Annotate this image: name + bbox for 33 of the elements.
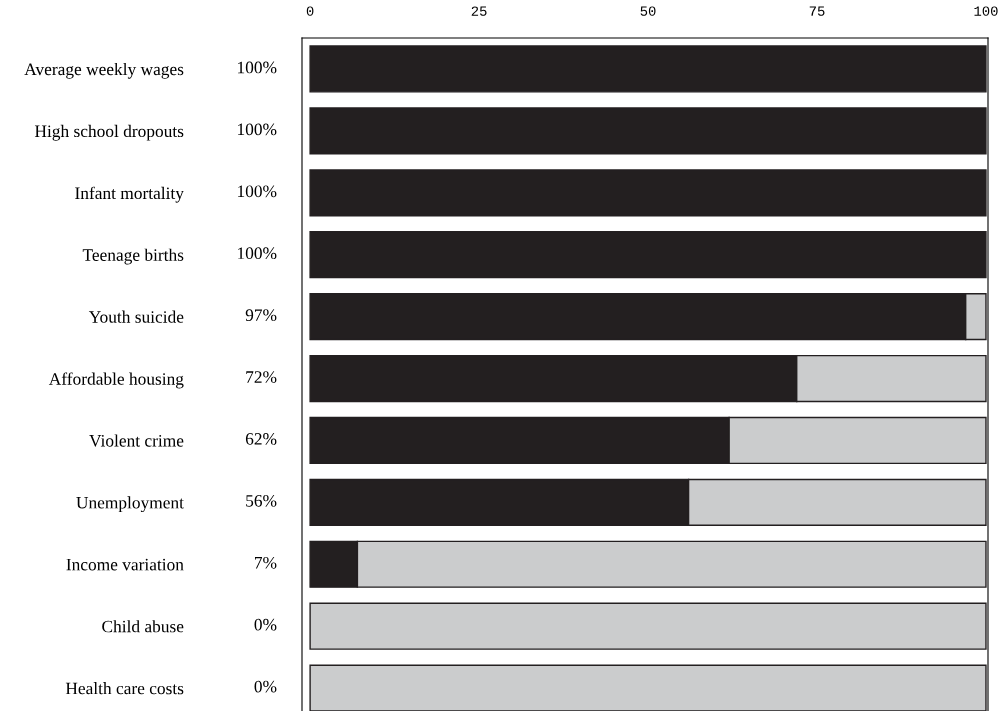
data-label: 100% <box>238 61 277 74</box>
data-label: 97% <box>245 309 277 322</box>
y-tick-label: Affordable housing <box>48 372 184 389</box>
bar <box>309 169 987 217</box>
data-label: 100% <box>238 185 277 198</box>
data-label: 56% <box>246 494 277 507</box>
y-tick-label: Infant mortality <box>75 186 184 203</box>
y-tick-label: Unemployment <box>76 496 184 513</box>
data-label: 0% <box>254 618 277 631</box>
bar <box>309 664 987 711</box>
bar <box>309 231 987 279</box>
bar <box>309 602 987 650</box>
data-label: 100% <box>238 247 277 260</box>
x-tick-label: 0 <box>306 6 314 16</box>
y-tick-label: Child abuse <box>102 620 184 633</box>
y-tick-label: Health care costs <box>65 682 184 695</box>
x-tick-label: 100 <box>974 6 998 16</box>
bar <box>309 45 987 93</box>
y-tick-label: Youth suicide <box>88 310 184 323</box>
data-label: 0% <box>254 680 277 693</box>
y-tick-label: High school dropouts <box>34 124 184 141</box>
x-tick-label: 50 <box>640 6 656 16</box>
y-tick-label: Income variation <box>66 558 184 571</box>
bar <box>309 107 987 155</box>
data-label: 100% <box>238 123 277 136</box>
y-tick-label: Teenage births <box>82 248 184 265</box>
y-tick-label: Violent crime <box>89 434 184 447</box>
data-label: 72% <box>246 371 277 383</box>
x-tick-label: 25 <box>471 6 487 16</box>
data-label: 62% <box>245 433 277 445</box>
data-label: 7% <box>255 556 277 569</box>
y-tick-label: Average weekly wages <box>24 62 184 79</box>
x-tick-label: 75 <box>809 6 825 16</box>
